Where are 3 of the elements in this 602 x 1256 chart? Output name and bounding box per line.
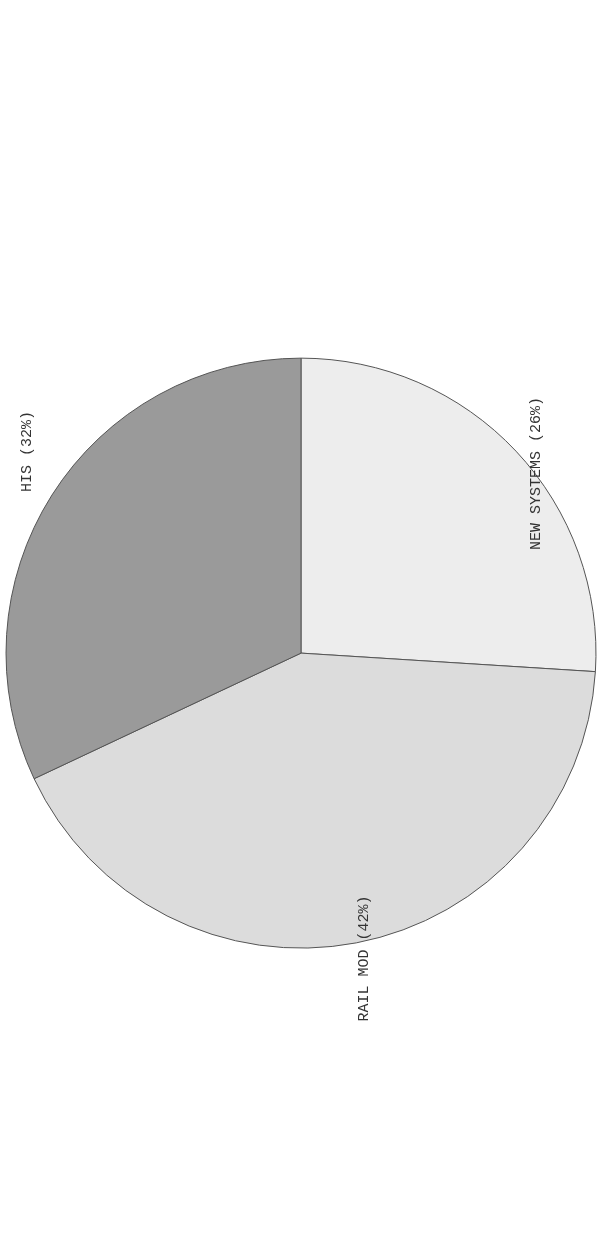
slice-label: NEW SYSTEMS (26%): [527, 396, 545, 550]
slice-label: RAIL MOD (42%): [355, 895, 373, 1022]
slice-label: HIS (32%): [18, 411, 36, 493]
